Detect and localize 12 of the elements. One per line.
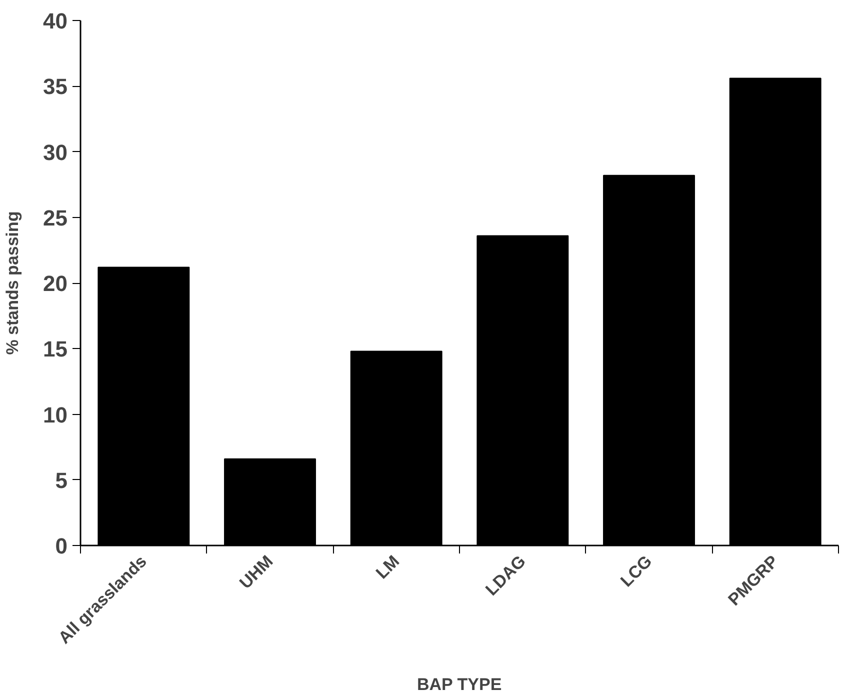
y-tick-label: 20: [43, 271, 68, 296]
y-tick-label: 5: [55, 468, 68, 493]
y-axis-title: % stands passing: [3, 211, 22, 355]
x-axis-title: BAP TYPE: [416, 675, 502, 694]
y-tick-label: 35: [43, 74, 68, 100]
y-tick-label: 0: [55, 534, 68, 558]
y-tick-label: 10: [43, 402, 68, 428]
y-tick-label: 30: [43, 140, 68, 165]
x-tick-label: LM: [372, 552, 404, 583]
y-tick-label: 15: [43, 336, 68, 362]
y-tick-label: 25: [43, 205, 68, 230]
y-tick-label: 40: [43, 8, 68, 34]
